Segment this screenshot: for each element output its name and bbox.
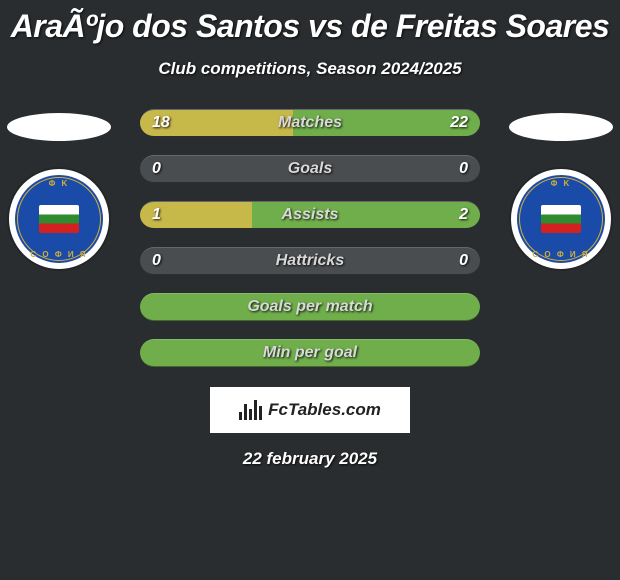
stat-row: Goals0 0 <box>140 155 480 183</box>
stat-label: Goals <box>140 156 480 182</box>
stat-row: Assists1 2 <box>140 201 480 229</box>
watermark: FcTables.com <box>210 387 410 433</box>
bar-chart-icon <box>239 400 262 420</box>
page-title: AraÃºjo dos Santos vs de Freitas Soares <box>0 0 620 45</box>
date-label: 22 february 2025 <box>0 449 620 469</box>
avatar-placeholder-left <box>7 113 111 141</box>
club-logo-left: Φ K С О Ф И Я <box>9 169 109 269</box>
stat-row: Min per goal <box>140 339 480 367</box>
club-flag-icon <box>39 205 79 233</box>
subtitle: Club competitions, Season 2024/2025 <box>0 59 620 79</box>
stat-row: Matches18 22 <box>140 109 480 137</box>
stat-value-left: 0 <box>152 156 161 182</box>
stat-value-right: 22 <box>450 110 468 136</box>
stat-label: Assists <box>140 202 480 228</box>
stat-label: Goals per match <box>140 294 480 320</box>
player-right-column: Φ K С О Ф И Я <box>506 109 616 269</box>
club-logo-inner <box>30 190 88 248</box>
club-flag-icon <box>541 205 581 233</box>
avatar-placeholder-right <box>509 113 613 141</box>
stat-value-left: 18 <box>152 110 170 136</box>
club-logo-inner <box>532 190 590 248</box>
comparison-panel: Φ K С О Ф И Я Φ K С О Ф И Я Matches18 22 G… <box>0 109 620 367</box>
stat-value-right: 0 <box>459 248 468 274</box>
stat-label: Matches <box>140 110 480 136</box>
club-logo-text-bottom: С О Ф И Я <box>517 250 605 259</box>
stat-bars: Matches1822Goals00Assists12Hattricks00Go… <box>140 109 480 367</box>
player-left-column: Φ K С О Ф И Я <box>4 109 114 269</box>
stat-label: Min per goal <box>140 340 480 366</box>
stat-value-right: 2 <box>459 202 468 228</box>
stat-row: Goals per match <box>140 293 480 321</box>
club-logo-text-bottom: С О Ф И Я <box>15 250 103 259</box>
stat-value-left: 0 <box>152 248 161 274</box>
stat-value-left: 1 <box>152 202 161 228</box>
club-logo-text-top: Φ K <box>15 179 103 188</box>
stat-label: Hattricks <box>140 248 480 274</box>
club-logo-right: Φ K С О Ф И Я <box>511 169 611 269</box>
stat-value-right: 0 <box>459 156 468 182</box>
club-logo-text-top: Φ K <box>517 179 605 188</box>
stat-row: Hattricks0 0 <box>140 247 480 275</box>
watermark-text: FcTables.com <box>268 400 381 420</box>
